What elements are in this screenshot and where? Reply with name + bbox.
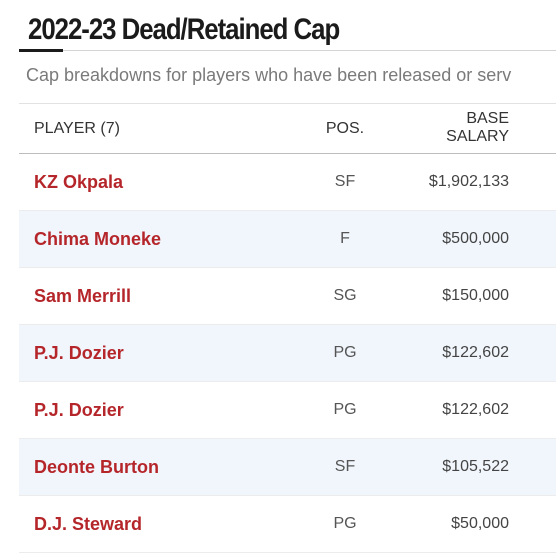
position-cell: PG — [333, 344, 357, 361]
base-salary-cell: $122,602 — [442, 401, 509, 418]
player-link[interactable]: KZ Okpala — [34, 172, 124, 192]
base-salary-cell: $105,522 — [442, 458, 509, 475]
position-cell: PG — [333, 401, 357, 418]
table-row: D.J. Steward PG $50,000 — [19, 496, 556, 553]
player-link[interactable]: P.J. Dozier — [34, 400, 124, 420]
player-link[interactable]: Chima Moneke — [34, 229, 162, 249]
section-title: 2022-23 Dead/Retained Cap — [28, 13, 340, 46]
title-underline — [19, 49, 63, 52]
position-cell: SF — [334, 458, 356, 475]
dead-cap-table: PLAYER (7) POS. BASE SALARY KZ Okpala SF… — [19, 103, 556, 553]
position-cell: PG — [333, 515, 357, 532]
table-row: P.J. Dozier PG $122,602 — [19, 325, 556, 382]
base-salary-cell: $1,902,133 — [428, 173, 509, 190]
table-row: P.J. Dozier PG $122,602 — [19, 382, 556, 439]
table-row: KZ Okpala SF $1,902,133 — [19, 154, 556, 211]
column-header-base-salary[interactable]: BASE SALARY — [446, 110, 509, 146]
base-salary-cell: $50,000 — [451, 515, 509, 532]
column-header-base-salary-line1: BASE — [466, 110, 509, 127]
table-row: Deonte Burton SF $105,522 — [19, 439, 556, 496]
table-row: Chima Moneke F $500,000 — [19, 211, 556, 268]
column-header-player[interactable]: PLAYER (7) — [34, 120, 120, 137]
player-link[interactable]: Deonte Burton — [34, 457, 159, 477]
column-header-base-salary-line2: SALARY — [446, 128, 509, 145]
table-row: Sam Merrill SG $150,000 — [19, 268, 556, 325]
player-link[interactable]: Sam Merrill — [34, 286, 132, 306]
section-subtitle: Cap breakdowns for players who have been… — [26, 65, 512, 85]
position-cell: SG — [333, 287, 357, 304]
base-salary-cell: $150,000 — [442, 287, 509, 304]
position-cell: SF — [334, 173, 356, 190]
table-header: PLAYER (7) POS. BASE SALARY — [19, 103, 556, 154]
section-header: 2022-23 Dead/Retained Cap — [19, 10, 556, 52]
position-cell: F — [340, 230, 350, 247]
base-salary-cell: $122,602 — [442, 344, 509, 361]
base-salary-cell: $500,000 — [442, 230, 509, 247]
player-link[interactable]: P.J. Dozier — [34, 343, 124, 363]
column-header-pos[interactable]: POS. — [325, 120, 365, 137]
player-link[interactable]: D.J. Steward — [34, 514, 143, 534]
